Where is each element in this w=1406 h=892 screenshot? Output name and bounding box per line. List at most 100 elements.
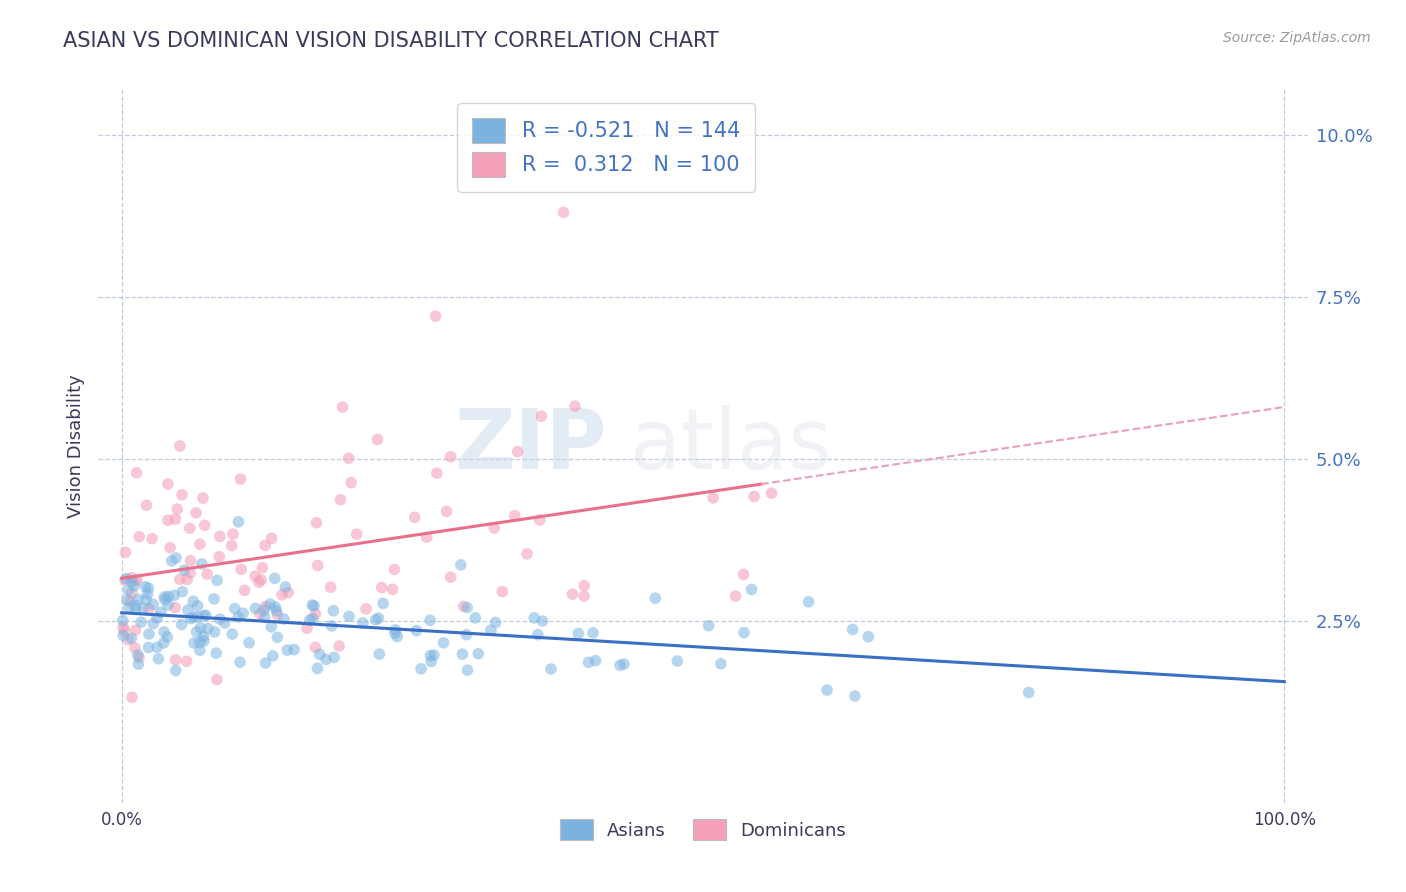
Point: [176, 654, 198, 668]
Point: [582, 626, 605, 640]
Point: [247, 575, 270, 590]
Point: [149, 605, 172, 619]
Point: [232, 606, 254, 620]
Point: [702, 491, 724, 505]
Point: [724, 589, 747, 603]
Point: [366, 433, 388, 447]
Point: [304, 640, 326, 655]
Point: [169, 439, 191, 453]
Point: [127, 648, 149, 662]
Point: [387, 630, 409, 644]
Point: [644, 591, 666, 606]
Point: [419, 648, 441, 663]
Point: [121, 586, 143, 600]
Text: ZIP: ZIP: [454, 406, 606, 486]
Point: [188, 643, 211, 657]
Point: [346, 527, 368, 541]
Point: [266, 630, 288, 644]
Point: [112, 628, 135, 642]
Point: [135, 592, 157, 607]
Point: [183, 636, 205, 650]
Point: [187, 609, 209, 624]
Point: [148, 652, 170, 666]
Point: [153, 624, 176, 639]
Text: atlas: atlas: [630, 406, 832, 486]
Point: [249, 607, 271, 621]
Point: [222, 527, 245, 541]
Point: [308, 648, 330, 662]
Point: [127, 657, 149, 672]
Point: [193, 630, 215, 644]
Point: [114, 545, 136, 559]
Point: [125, 601, 148, 615]
Point: [761, 486, 783, 500]
Point: [112, 620, 135, 634]
Point: [337, 451, 360, 466]
Point: [742, 490, 765, 504]
Point: [450, 558, 472, 572]
Point: [190, 621, 212, 635]
Point: [136, 587, 159, 601]
Point: [187, 599, 209, 613]
Point: [419, 613, 441, 627]
Point: [277, 585, 299, 599]
Point: [436, 504, 458, 518]
Point: [423, 648, 446, 662]
Legend: Asians, Dominicans: Asians, Dominicans: [553, 812, 853, 847]
Point: [276, 643, 298, 657]
Point: [340, 475, 363, 490]
Point: [332, 400, 354, 414]
Point: [135, 498, 157, 512]
Point: [741, 582, 763, 597]
Point: [484, 615, 506, 630]
Point: [319, 580, 342, 594]
Point: [169, 573, 191, 587]
Point: [797, 595, 820, 609]
Point: [464, 611, 486, 625]
Point: [368, 647, 391, 661]
Point: [456, 600, 478, 615]
Point: [451, 647, 474, 661]
Point: [193, 608, 215, 623]
Point: [572, 579, 595, 593]
Point: [229, 655, 252, 669]
Point: [160, 554, 183, 568]
Point: [226, 610, 249, 624]
Point: [266, 604, 288, 618]
Point: [128, 530, 150, 544]
Point: [208, 529, 231, 543]
Point: [503, 508, 526, 523]
Point: [440, 450, 463, 464]
Point: [260, 532, 283, 546]
Point: [1018, 685, 1040, 699]
Point: [453, 599, 475, 614]
Point: [124, 574, 146, 588]
Point: [228, 515, 250, 529]
Point: [165, 664, 187, 678]
Point: [176, 573, 198, 587]
Point: [179, 554, 201, 568]
Point: [205, 673, 228, 687]
Point: [307, 661, 329, 675]
Point: [815, 683, 838, 698]
Point: [274, 580, 297, 594]
Point: [416, 530, 439, 544]
Point: [125, 573, 148, 587]
Point: [323, 650, 346, 665]
Point: [322, 604, 344, 618]
Point: [529, 513, 551, 527]
Point: [146, 611, 169, 625]
Point: [467, 647, 489, 661]
Point: [370, 581, 392, 595]
Point: [491, 584, 513, 599]
Point: [260, 620, 283, 634]
Point: [304, 607, 326, 621]
Point: [118, 600, 141, 615]
Text: Source: ZipAtlas.com: Source: ZipAtlas.com: [1223, 31, 1371, 45]
Point: [243, 569, 266, 583]
Point: [221, 627, 243, 641]
Point: [307, 558, 329, 573]
Point: [157, 590, 180, 604]
Point: [425, 310, 447, 324]
Point: [233, 583, 256, 598]
